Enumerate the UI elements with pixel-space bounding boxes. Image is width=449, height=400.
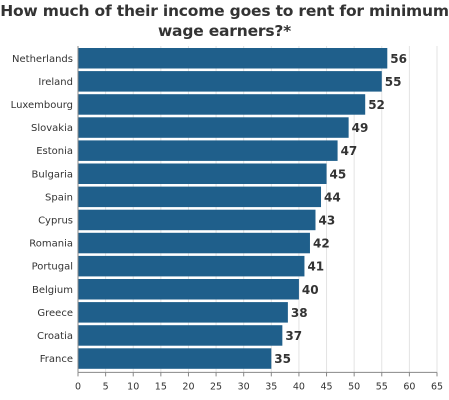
category-label: Bulgaria — [32, 169, 73, 180]
x-tick-label: 0 — [75, 381, 81, 392]
x-tick-label: 35 — [265, 381, 277, 392]
x-tick-label: 15 — [155, 381, 167, 392]
bar — [78, 163, 327, 184]
bar — [78, 232, 310, 254]
value-label: 43 — [318, 213, 335, 227]
x-tick-label: 30 — [238, 381, 250, 392]
x-tick-label: 25 — [210, 381, 222, 392]
x-tick-label: 65 — [431, 381, 443, 392]
value-label: 56 — [390, 52, 407, 66]
category-label: Greece — [37, 308, 73, 319]
value-label: 45 — [330, 167, 347, 181]
x-tick-label: 45 — [320, 381, 332, 392]
chart-title: How much of their income goes to rent fo… — [0, 1, 449, 41]
value-label: 55 — [385, 75, 402, 89]
bar — [78, 186, 322, 208]
x-tick-label: 55 — [376, 381, 388, 392]
value-label: 44 — [324, 190, 341, 204]
bar — [78, 94, 366, 115]
x-tick-label: 10 — [127, 381, 139, 392]
category-label: France — [40, 354, 73, 365]
bar — [78, 279, 299, 300]
category-label: Belgium — [32, 285, 73, 296]
category-label: Netherlands — [12, 54, 73, 65]
x-tick-label: 50 — [348, 381, 360, 392]
bar — [78, 302, 288, 323]
value-label: 52 — [368, 98, 385, 112]
value-label: 41 — [307, 260, 324, 274]
value-label: 40 — [302, 283, 319, 297]
value-label: 47 — [341, 144, 358, 158]
value-label: 35 — [274, 352, 291, 366]
category-label: Romania — [29, 239, 73, 250]
bar — [78, 140, 338, 161]
bar — [78, 209, 316, 231]
bar — [78, 348, 272, 369]
category-label: Portugal — [32, 262, 73, 273]
category-label: Croatia — [37, 331, 73, 342]
chart-title-line1: How much of their income goes to rent fo… — [0, 2, 449, 20]
x-tick-label: 20 — [182, 381, 194, 392]
chart-title-line2: wage earners?* — [157, 22, 292, 40]
x-tick-label: 40 — [293, 381, 305, 392]
value-label: 42 — [313, 237, 330, 251]
bar — [78, 48, 388, 69]
category-label: Luxembourg — [11, 100, 73, 111]
bar — [78, 117, 349, 138]
x-tick-label: 60 — [403, 381, 415, 392]
x-tick-label: 5 — [103, 381, 109, 392]
category-label: Slovakia — [31, 123, 73, 134]
value-label: 37 — [285, 329, 302, 343]
category-label: Spain — [45, 192, 73, 203]
bar — [78, 255, 305, 277]
value-label: 49 — [352, 121, 369, 135]
category-label: Estonia — [36, 146, 73, 157]
bar — [78, 325, 283, 346]
bar — [78, 71, 382, 92]
category-label: Ireland — [38, 77, 73, 88]
value-label: 38 — [291, 306, 308, 320]
category-label: Cyprus — [38, 215, 73, 226]
